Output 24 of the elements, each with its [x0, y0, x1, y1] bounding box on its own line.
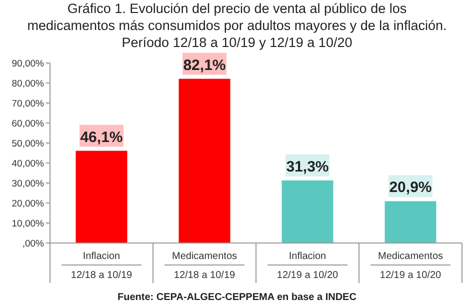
data-label: 20,9% [389, 179, 432, 196]
x-tick-label: Medicamentos 12/19 a 10/20 [378, 251, 444, 281]
data-label: 31,3% [286, 158, 329, 176]
y-tick-label: 80,00% [12, 78, 45, 90]
bar [282, 180, 334, 243]
x-tick-label: Inflacion 12/19 a 10/20 [276, 251, 339, 281]
x-tick-label: Inflacion 12/18 a 10/19 [70, 251, 133, 281]
x-tick-label: Medicamentos 12/18 a 10/19 [172, 251, 238, 281]
y-tick-label: 30,00% [12, 178, 45, 190]
y-tick-label: ,00% [22, 238, 45, 250]
bar [76, 150, 128, 243]
chart-title: Gráfico 1. Evolución del precio de venta al público de los medicamentos más consumidos por adultos mayores y de la inflación. Período 12/18 a 10/19 y 12/19 a 10/20 [27, 1, 447, 50]
y-tick-label: 10,00% [12, 218, 45, 230]
y-tick-label: 70,00% [12, 98, 45, 110]
y-tick-label: 50,00% [12, 138, 45, 150]
y-tick-label: 20,00% [12, 198, 45, 210]
data-label: 82,1% [183, 56, 226, 74]
bar [178, 78, 230, 243]
y-tick-label: 40,00% [12, 158, 45, 170]
source-note: Fuente: CEPA-ALGEC-CEPPEMA en base a INDEC [118, 292, 356, 303]
bar [384, 201, 436, 243]
y-tick-label: 90,00% [12, 58, 45, 70]
y-tick-label: 60,00% [12, 118, 45, 130]
data-label: 46,1% [80, 128, 123, 146]
